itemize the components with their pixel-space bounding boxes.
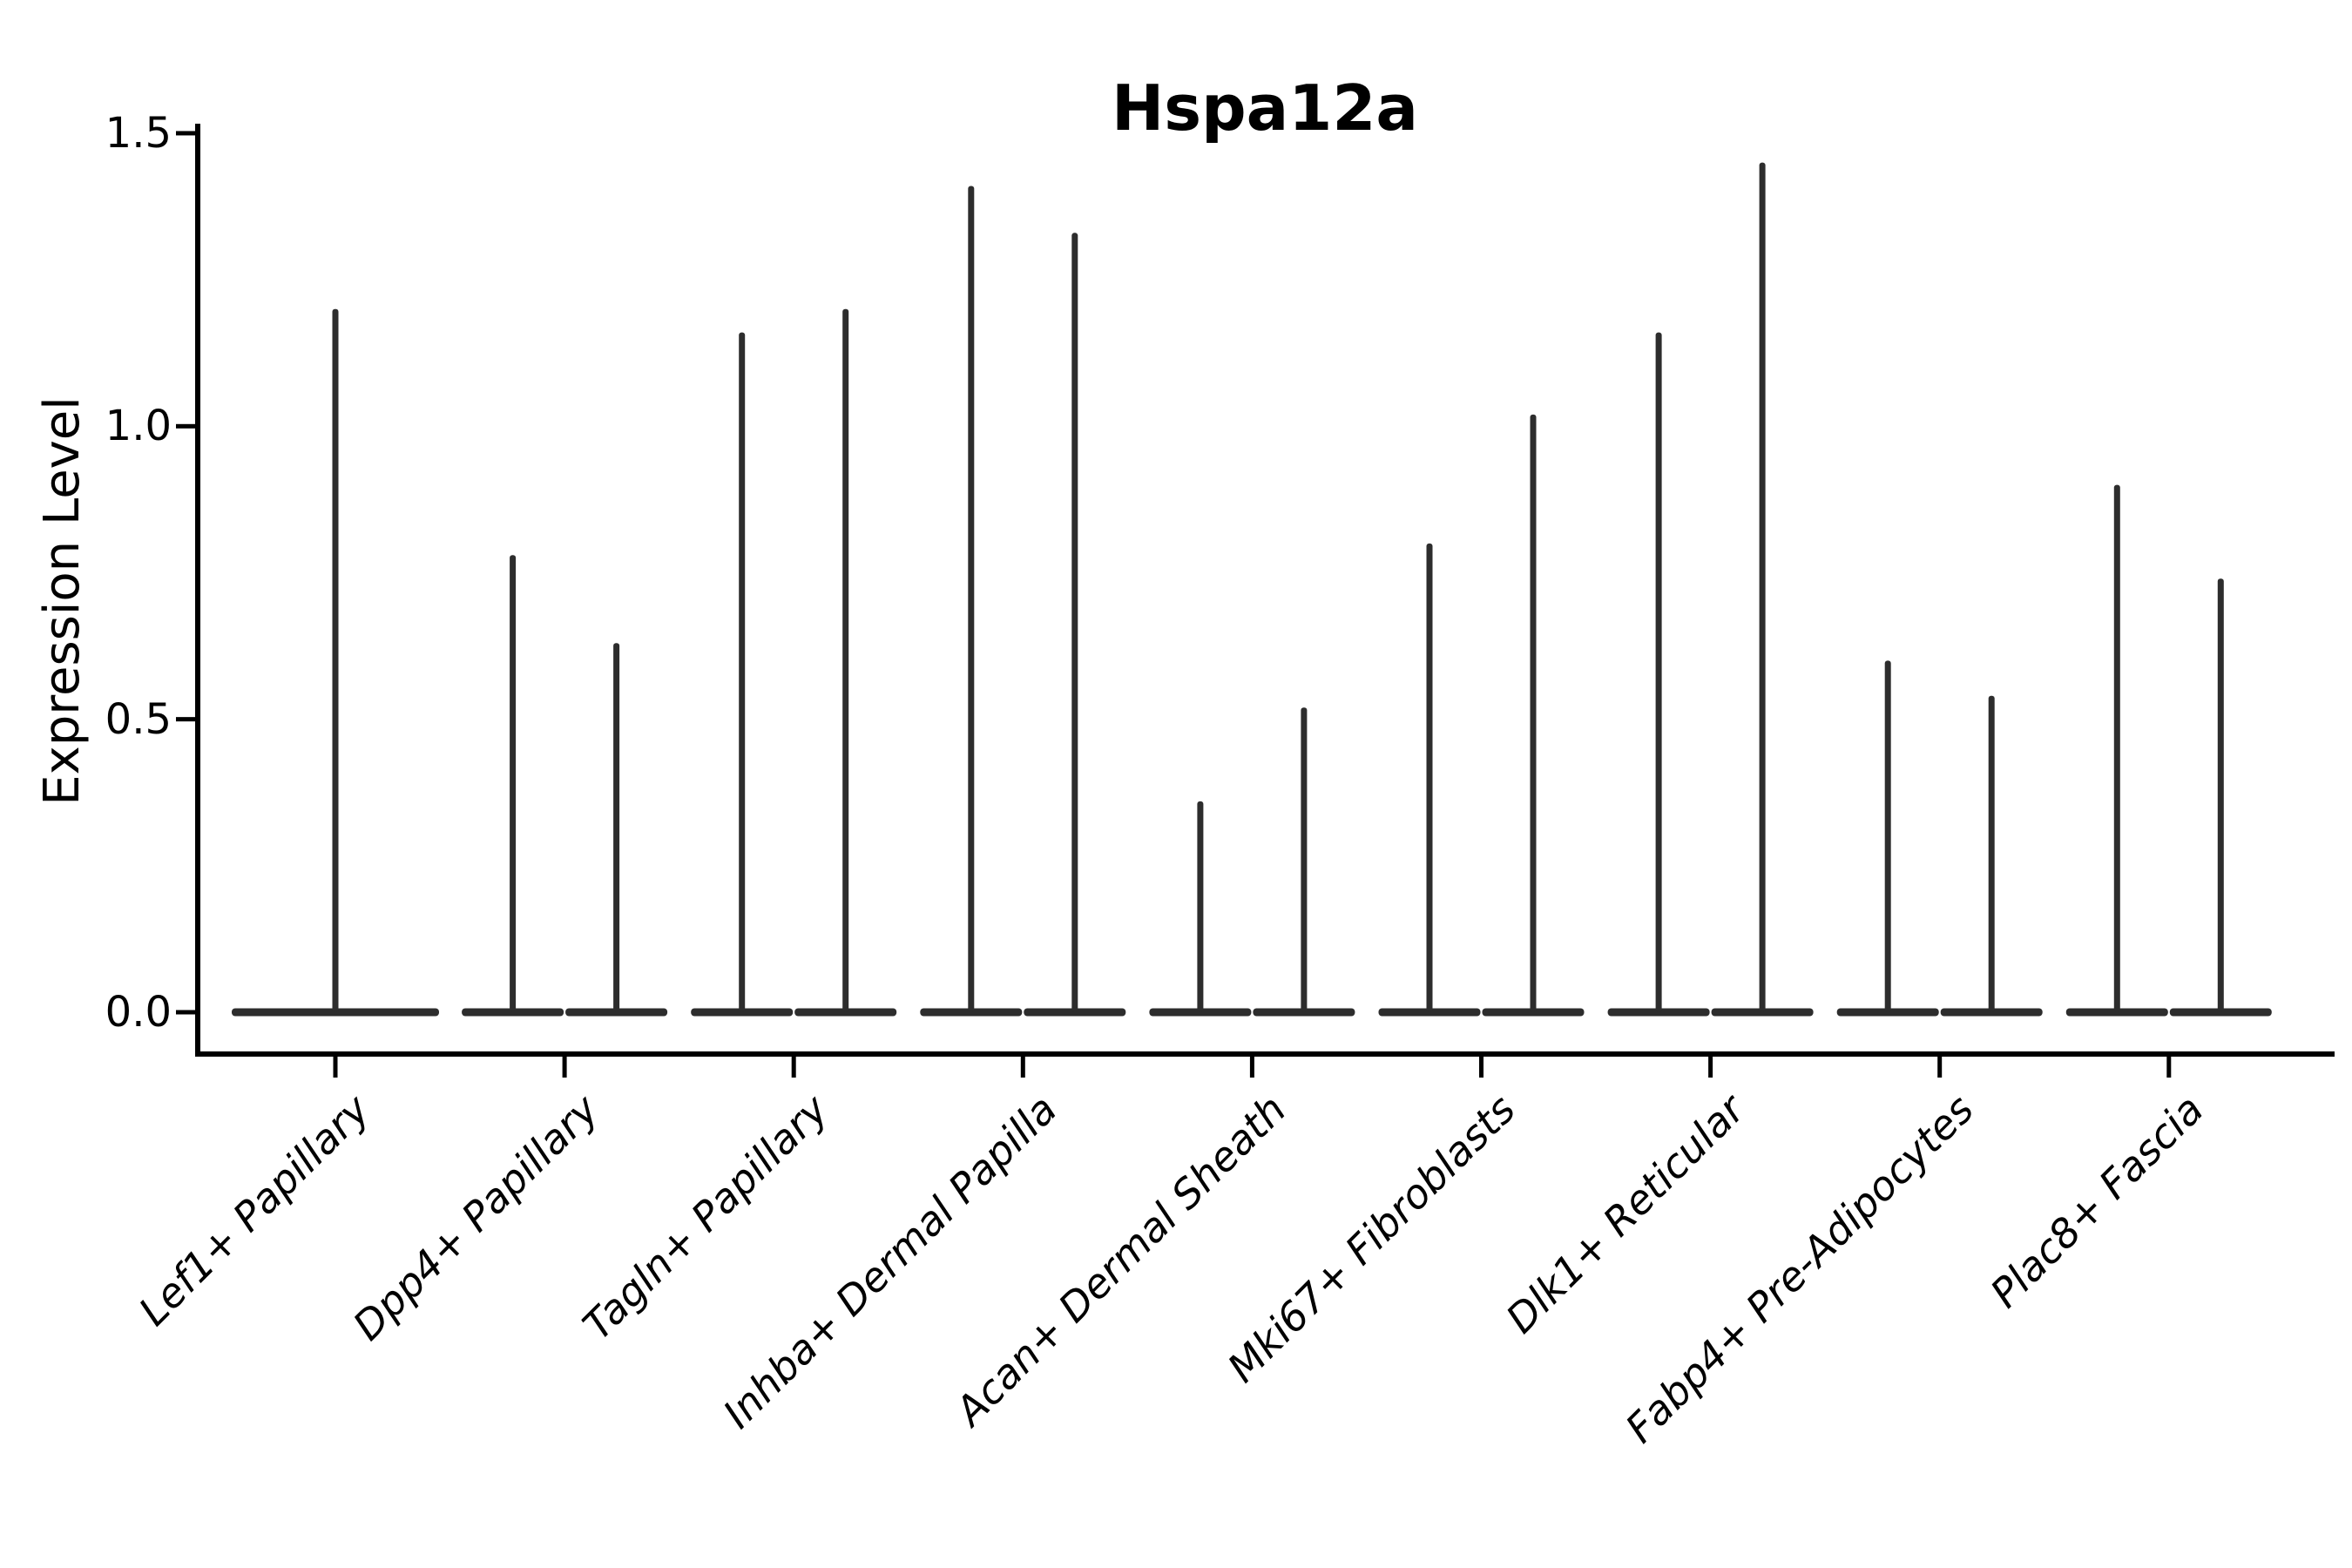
violin-spike	[1426, 543, 1433, 1012]
violin-spike	[2113, 484, 2120, 1012]
violin-spike	[1197, 801, 1204, 1012]
y-tick-mark	[176, 423, 195, 429]
x-tick-mark	[562, 1057, 567, 1078]
violin-spike	[1071, 233, 1078, 1013]
x-tick-mark	[1708, 1057, 1713, 1078]
chart-title: Hspa12a	[1111, 71, 1419, 145]
y-tick-mark	[176, 1010, 195, 1015]
violin-spike	[968, 186, 975, 1013]
y-tick-label: 1.5	[105, 108, 172, 158]
violin-spike	[332, 308, 339, 1012]
y-tick-label: 0.0	[105, 988, 172, 1037]
y-tick-label: 0.5	[105, 694, 172, 744]
x-tick-mark	[2166, 1057, 2172, 1078]
y-tick-label: 1.0	[105, 402, 172, 451]
violin-spike	[1530, 414, 1537, 1012]
x-tick-mark	[1020, 1057, 1025, 1078]
x-tick-mark	[1937, 1057, 1943, 1078]
violin-spike	[842, 308, 849, 1012]
x-tick-mark	[333, 1057, 338, 1078]
y-tick-mark	[176, 717, 195, 722]
violin-spike	[1759, 162, 1766, 1012]
x-axis-spine	[195, 1051, 2335, 1057]
violin-spike	[1301, 707, 1308, 1012]
violin-spike	[613, 643, 620, 1012]
x-tick-mark	[1249, 1057, 1254, 1078]
violin-spike	[739, 332, 746, 1013]
violin-spike	[2217, 578, 2224, 1012]
x-tick-mark	[1479, 1057, 1484, 1078]
violin-spike	[1884, 660, 1891, 1012]
y-tick-mark	[176, 131, 195, 136]
x-tick-mark	[791, 1057, 796, 1078]
y-axis-spine	[195, 124, 200, 1057]
violin-spike	[510, 555, 517, 1012]
violin-spike	[1988, 695, 1995, 1012]
violin-spike	[1655, 332, 1662, 1013]
